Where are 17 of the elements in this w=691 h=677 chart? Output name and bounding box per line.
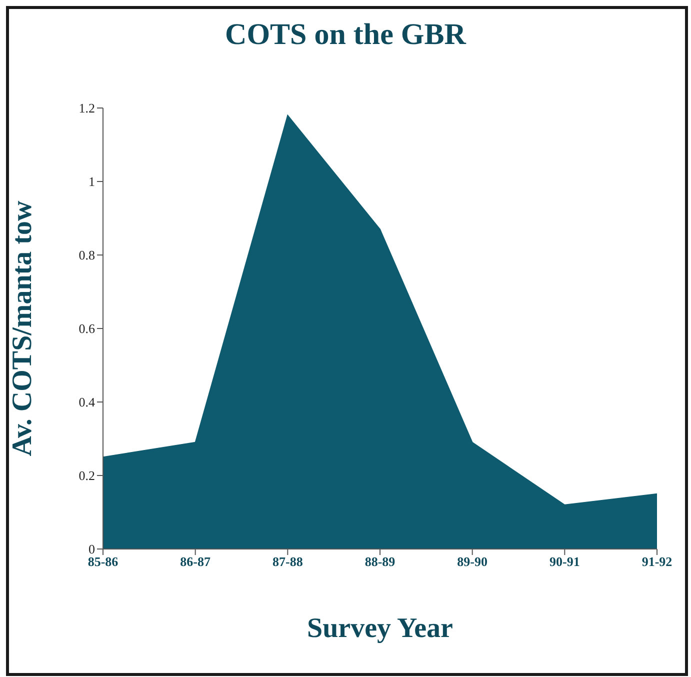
x-tick-label: 85-86 <box>88 554 119 570</box>
y-tick-label: 0 <box>88 542 95 557</box>
x-tick-label: 87-88 <box>272 554 304 570</box>
y-tick-label: 0.6 <box>78 321 96 336</box>
x-axis-title: Survey Year <box>307 613 453 644</box>
x-tick-label: 91-92 <box>642 554 672 570</box>
x-tick-label: 89-90 <box>457 554 488 570</box>
y-tick-label: 1.2 <box>78 100 95 116</box>
y-axis-title: Av. COTS/manta tow <box>6 200 38 456</box>
y-tick-label: 1 <box>88 174 95 190</box>
y-tick-label: 0.4 <box>78 394 96 410</box>
x-tick-label: 88-89 <box>364 554 396 570</box>
x-tick-label: 86-87 <box>180 554 211 570</box>
x-tick-label: 90-91 <box>549 554 580 570</box>
y-tick-label: 0.2 <box>78 468 95 484</box>
chart-title: COTS on the GBR <box>224 18 468 52</box>
y-tick-label: 0.8 <box>78 248 95 263</box>
